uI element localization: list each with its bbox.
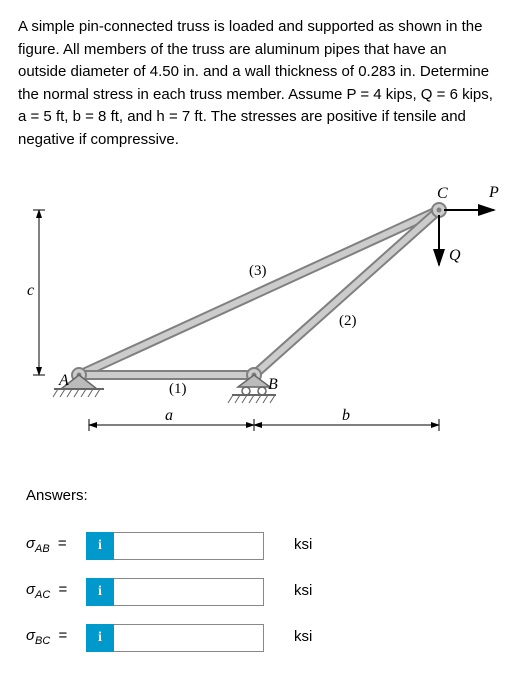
- info-icon[interactable]: i: [86, 532, 114, 560]
- sigma-symbol: σ: [26, 535, 35, 552]
- sigma-sub: AB: [35, 543, 50, 555]
- svg-text:Q: Q: [449, 247, 461, 264]
- equals-sign: =: [59, 581, 68, 598]
- svg-text:(3): (3): [249, 263, 267, 279]
- info-icon[interactable]: i: [86, 578, 114, 606]
- problem-statement: A simple pin-connected truss is loaded a…: [18, 16, 499, 151]
- sigma-ab-input[interactable]: [114, 532, 264, 560]
- sigma-ac-input[interactable]: [114, 578, 264, 606]
- truss-figure: (1) (2) (3) A B C P Qa b c: [18, 175, 499, 455]
- sigma-bc-label: σBC =: [26, 625, 86, 650]
- answer-row-ab: σAB = i ksi: [26, 532, 499, 560]
- sigma-symbol: σ: [26, 581, 35, 598]
- equals-sign: =: [59, 627, 68, 644]
- answer-row-bc: σBC = i ksi: [26, 624, 499, 652]
- truss-svg: (1) (2) (3) A B C P Qa b c: [19, 175, 499, 455]
- sigma-symbol: σ: [26, 627, 35, 644]
- sigma-ac-label: σAC =: [26, 579, 86, 604]
- equals-sign: =: [58, 535, 67, 552]
- svg-text:B: B: [268, 376, 278, 393]
- svg-text:a: a: [165, 407, 173, 424]
- svg-text:b: b: [342, 407, 350, 424]
- svg-text:(1): (1): [169, 381, 187, 397]
- sigma-bc-input[interactable]: [114, 624, 264, 652]
- svg-text:C: C: [437, 185, 448, 202]
- unit-ksi: ksi: [294, 534, 312, 557]
- answers-header: Answers:: [26, 485, 499, 508]
- sigma-sub: BC: [35, 635, 50, 647]
- sigma-ab-label: σAB =: [26, 533, 86, 558]
- problem-text: A simple pin-connected truss is loaded a…: [18, 18, 493, 148]
- info-icon[interactable]: i: [86, 624, 114, 652]
- unit-ksi: ksi: [294, 626, 312, 649]
- svg-text:P: P: [488, 184, 499, 201]
- svg-text:c: c: [27, 282, 34, 299]
- svg-text:A: A: [58, 372, 69, 389]
- svg-text:(2): (2): [339, 313, 357, 329]
- answer-row-ac: σAC = i ksi: [26, 578, 499, 606]
- sigma-sub: AC: [35, 589, 50, 601]
- unit-ksi: ksi: [294, 580, 312, 603]
